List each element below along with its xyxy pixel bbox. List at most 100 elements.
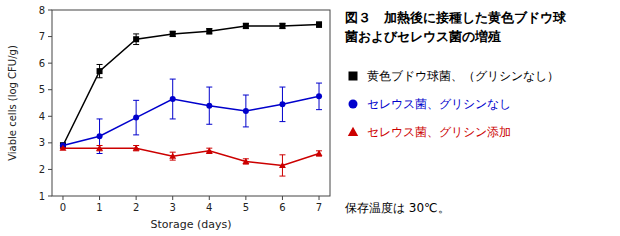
error-bar-cap — [170, 160, 176, 161]
error-bar-cap — [279, 154, 285, 155]
error-bar — [133, 34, 139, 45]
error-bar — [206, 87, 212, 124]
error-bar — [133, 100, 139, 135]
error-bar — [170, 31, 176, 36]
y-tick — [48, 10, 52, 11]
data-point — [96, 145, 103, 151]
error-bar-cap — [170, 152, 176, 153]
data-point — [133, 115, 139, 121]
y-tick — [48, 36, 52, 37]
data-point — [97, 68, 103, 74]
error-bar-cap — [97, 118, 103, 119]
error-bar — [316, 83, 322, 110]
data-point — [206, 103, 212, 109]
error-bar-cap — [170, 118, 176, 119]
plot-frame — [52, 10, 330, 196]
y-tick — [48, 142, 52, 143]
y-tick — [48, 89, 52, 90]
title: 図３ 加熱後に接種した黄色ブドウ球 — [345, 10, 567, 25]
error-bar-cap — [133, 44, 139, 45]
series — [60, 145, 323, 176]
y-axis-label: Viable cells (log CFU/g) — [7, 45, 18, 161]
error-bar — [97, 146, 103, 151]
error-bar — [316, 151, 322, 156]
x-tick — [282, 196, 283, 200]
y-tick-label: 8 — [39, 5, 45, 16]
legend-label: 黄色ブドウ球菌、（グリシンなし） — [367, 69, 559, 83]
data-point — [206, 147, 213, 153]
x-tick — [62, 196, 63, 200]
data-point — [243, 108, 249, 114]
data-point — [242, 158, 249, 164]
chart: 0123456712345678Storage (days)Viable cel… — [0, 0, 620, 236]
data-point — [170, 31, 176, 37]
data-point — [279, 101, 285, 107]
legend-label: セレウス菌、グリシン添加 — [367, 125, 511, 139]
y-tick-label: 5 — [39, 84, 45, 95]
data-point — [279, 162, 286, 168]
annotation: 保存温度は 30℃。 — [345, 201, 450, 215]
error-bar-cap — [97, 64, 103, 65]
error-bar-cap — [133, 33, 139, 34]
error-bar — [206, 29, 212, 34]
data-point — [279, 23, 285, 29]
error-bar — [279, 155, 285, 176]
x-tick — [172, 196, 173, 200]
error-bar-cap — [279, 87, 285, 88]
y-tick-label: 6 — [39, 58, 45, 69]
data-point — [133, 36, 139, 42]
series-line — [63, 96, 319, 145]
x-tick — [209, 196, 210, 200]
error-bar — [279, 87, 285, 122]
data-point — [243, 23, 249, 29]
error-bar — [170, 152, 176, 160]
error-bar — [133, 146, 139, 151]
error-bar — [279, 23, 285, 28]
x-tick — [136, 196, 137, 200]
x-tick-label: 6 — [279, 202, 285, 213]
data-point — [133, 145, 140, 151]
data-point — [206, 28, 212, 34]
legend-marker — [349, 72, 358, 81]
y-tick-label: 3 — [39, 137, 45, 148]
error-bar-cap — [243, 126, 249, 127]
error-bar-cap — [279, 121, 285, 122]
error-bar-cap — [133, 100, 139, 101]
data-point — [60, 145, 67, 151]
y-tick — [48, 116, 52, 117]
legend-label: セレウス菌、グリシンなし — [367, 97, 511, 111]
x-tick-label: 5 — [243, 202, 249, 213]
error-bar-cap — [170, 79, 176, 80]
data-point — [97, 133, 103, 139]
error-bar — [243, 159, 249, 164]
error-bar — [316, 22, 322, 27]
series-line — [63, 148, 319, 165]
data-point — [170, 96, 176, 102]
data-point — [316, 150, 323, 156]
data-point — [169, 153, 176, 159]
error-bar — [170, 79, 176, 119]
error-bar — [243, 23, 249, 28]
x-tick-label: 4 — [206, 202, 212, 213]
x-tick — [99, 196, 100, 200]
y-tick-label: 2 — [39, 164, 45, 175]
error-bar — [206, 148, 212, 153]
y-tick — [48, 196, 52, 197]
x-tick-label: 3 — [170, 202, 176, 213]
error-bar-cap — [279, 176, 285, 177]
error-bar — [97, 64, 103, 77]
error-bar-cap — [97, 77, 103, 78]
plot-area — [60, 22, 323, 176]
error-bar — [243, 95, 249, 127]
error-bar-cap — [97, 153, 103, 154]
x-tick-label: 0 — [60, 202, 66, 213]
error-bar-cap — [133, 134, 139, 135]
x-tick-label: 1 — [96, 202, 102, 213]
x-tick-label: 2 — [133, 202, 139, 213]
data-point — [316, 93, 322, 99]
legend-marker — [348, 127, 358, 136]
x-tick — [245, 196, 246, 200]
y-tick-label: 1 — [39, 191, 45, 202]
legend-marker — [349, 100, 358, 109]
error-bar-cap — [243, 95, 249, 96]
